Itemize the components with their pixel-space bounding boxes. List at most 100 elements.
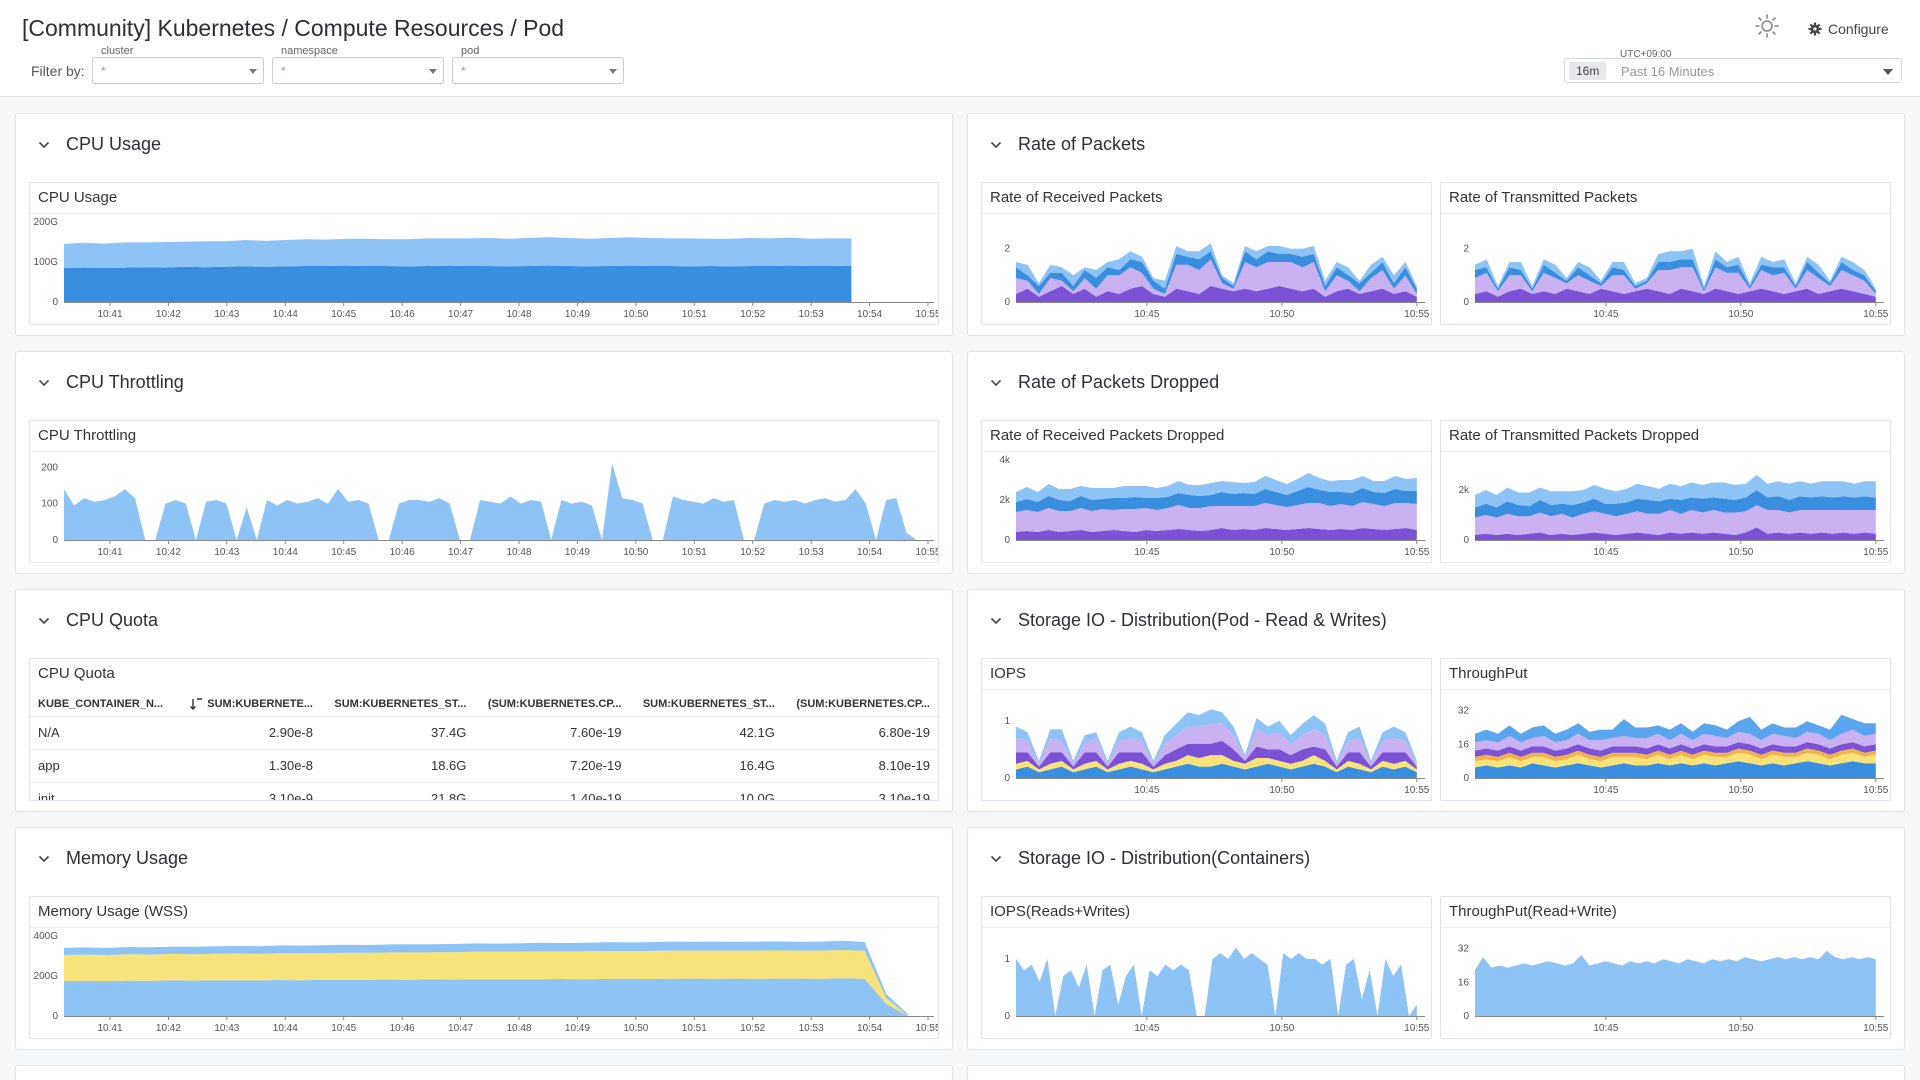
series-area-0	[1016, 286, 1417, 302]
group-cpu-usage: CPU Usage CPU Usage 0 100G 200G 10:41 10:42 1…	[15, 113, 953, 336]
widget-title: ThroughPut	[1449, 665, 1528, 682]
series-area-0	[64, 463, 917, 540]
x-tick-label: 10:48	[506, 309, 531, 320]
column-header[interactable]: (SUM:KUBERNETES.CP...	[782, 692, 938, 717]
column-header-sorted[interactable]: SUM:KUBERNETE...	[176, 692, 321, 717]
table-row[interactable]: N/A 2.90e-8 37.4G 7.60e-19 42.1G 6.80e-1…	[30, 716, 938, 750]
rx-packets-chart[interactable]: 0 2 10:45 10:50 10:55	[982, 214, 1432, 325]
y-tick-label: 0	[1463, 297, 1469, 308]
x-tick-label: 10:48	[506, 547, 531, 558]
chevron-down-icon	[990, 855, 1002, 862]
throughput-chart[interactable]: 0 16 32 10:45 10:50 10:55	[1441, 690, 1891, 801]
series-area-2	[1475, 259, 1876, 294]
dashboard-header: [Community] Kubernetes / Compute Resourc…	[0, 0, 1920, 97]
group-header[interactable]: CPU Quota	[38, 610, 158, 631]
chevron-down-icon	[38, 141, 50, 148]
throughput-rw-chart[interactable]: 0 16 32 10:45 10:50 10:55	[1441, 928, 1891, 1039]
group-title: CPU Quota	[66, 610, 159, 630]
widget-rx-dropped[interactable]: Rate of Received Packets Dropped 0 2k 4k 10…	[981, 420, 1432, 563]
group-header[interactable]: Storage IO - Distribution(Containers)	[990, 848, 1310, 869]
x-tick-label: 10:52	[740, 547, 765, 558]
timezone-label: UTC+09:00	[1620, 49, 1672, 60]
x-tick-label: 10:50	[1728, 1023, 1753, 1034]
pod-filter-value: *	[461, 64, 466, 78]
widget-tx-packets[interactable]: Rate of Transmitted Packets 0 2 10:45 10:50…	[1440, 182, 1891, 325]
series-area-1	[64, 950, 908, 1016]
widget-iops-rw[interactable]: IOPS(Reads+Writes) 0 1 10:45 10:50 10:55	[981, 896, 1432, 1039]
group-header[interactable]: Storage IO - Distribution(Pod - Read & W…	[990, 610, 1387, 631]
cpu-throttling-chart[interactable]: 0 100 200 10:41 10:42 10:43 10:44 10:45 10:46 10:…	[30, 452, 939, 563]
widget-throughput[interactable]: ThroughPut 0 16 32 10:45 10:50 10:55	[1440, 658, 1891, 801]
rx-dropped-chart[interactable]: 0 2k 4k 10:45 10:50 10:55	[982, 452, 1432, 563]
widget-title: Rate of Transmitted Packets	[1449, 189, 1638, 206]
memory-usage-chart[interactable]: 0 200G 400G 10:41 10:42 10:43 10:44 10:45 10:46 1…	[30, 928, 939, 1039]
widget-cpu-quota[interactable]: CPU Quota KUBE_CONTAINER_N... SUM:KUBERN…	[29, 658, 939, 801]
column-header[interactable]: SUM:KUBERNETES_ST...	[629, 692, 783, 717]
table-cell: 8.10e-19	[782, 749, 938, 783]
table-cell: 1.40e-19	[474, 782, 630, 800]
iops-chart[interactable]: 0 1 10:45 10:50 10:55	[982, 690, 1432, 801]
x-tick-label: 10:44	[273, 309, 298, 320]
pod-filter[interactable]: pod *	[452, 45, 624, 84]
x-tick-label: 10:55	[915, 1023, 939, 1034]
x-tick-label: 10:45	[1593, 309, 1618, 320]
group-storage-io-pod: Storage IO - Distribution(Pod - Read & W…	[967, 589, 1905, 812]
group-title: Storage IO - Distribution(Pod - Read & W…	[1018, 610, 1387, 630]
x-tick-label: 10:55	[1863, 785, 1888, 796]
filter-label: Filter by:	[31, 63, 85, 79]
namespace-filter-label: namespace	[279, 45, 340, 57]
column-header[interactable]: (SUM:KUBERNETES.CP...	[474, 692, 630, 717]
widget-title: Rate of Received Packets Dropped	[990, 427, 1225, 444]
cluster-filter[interactable]: cluster *	[92, 45, 264, 84]
x-tick-label: 10:44	[273, 547, 298, 558]
chevron-down-icon	[990, 379, 1002, 386]
group-storage-io-containers: Storage IO - Distribution(Containers) IO…	[967, 827, 1905, 1050]
configure-label: Configure	[1828, 21, 1889, 37]
widget-memory-usage[interactable]: Memory Usage (WSS) 0 200G 400G 10:41 10:42 10…	[29, 896, 939, 1039]
time-range-picker[interactable]: 16m Past 16 Minutes	[1564, 58, 1902, 83]
tx-packets-chart[interactable]: 0 2 10:45 10:50 10:55	[1441, 214, 1891, 325]
table-cell: 1.30e-8	[176, 749, 321, 783]
widget-tx-dropped[interactable]: Rate of Transmitted Packets Dropped 0 2k 1…	[1440, 420, 1891, 563]
x-tick-label: 10:50	[623, 1023, 648, 1034]
cpu-usage-chart[interactable]: 0 100G 200G 10:41 10:42 10:43 10:44 10:45 10:46 1…	[30, 214, 939, 325]
sun-icon[interactable]	[1754, 13, 1780, 39]
widget-throughput-rw[interactable]: ThroughPut(Read+Write) 0 16 32 10:45 10:50 10…	[1440, 896, 1891, 1039]
series-area-1	[1475, 752, 1876, 768]
x-tick-label: 10:48	[506, 1023, 531, 1034]
table-row[interactable]: init 3.10e-9 21.8G 1.40e-19 10.0G 3.10e-…	[30, 782, 938, 800]
column-header-label: SUM:KUBERNETE...	[207, 697, 313, 710]
x-tick-label: 10:49	[565, 547, 590, 558]
y-tick-label: 16	[1458, 739, 1470, 750]
column-header[interactable]: SUM:KUBERNETES_ST...	[321, 692, 475, 717]
group-header[interactable]: Rate of Packets Dropped	[990, 372, 1219, 393]
widget-iops[interactable]: IOPS 0 1 10:45 10:50 10:55	[981, 658, 1432, 801]
chevron-down-icon	[429, 69, 437, 74]
tx-dropped-chart[interactable]: 0 2k 10:45 10:50 10:55	[1441, 452, 1891, 563]
table-cell: N/A	[30, 716, 177, 750]
page-title: [Community] Kubernetes / Compute Resourc…	[22, 15, 565, 41]
x-tick-label: 10:43	[214, 1023, 239, 1034]
series-area-4	[1016, 709, 1417, 764]
x-tick-label: 10:51	[682, 547, 707, 558]
group-title: Rate of Packets Dropped	[1018, 372, 1220, 392]
group-header[interactable]: Rate of Packets	[990, 134, 1145, 155]
configure-button[interactable]: Configure	[1808, 18, 1889, 40]
iops-rw-chart[interactable]: 0 1 10:45 10:50 10:55	[982, 928, 1432, 1039]
group-header[interactable]: Memory Usage	[38, 848, 188, 869]
table-cell: 42.1G	[629, 716, 783, 750]
namespace-filter[interactable]: namespace *	[272, 45, 444, 84]
group-header[interactable]: CPU Throttling	[38, 372, 184, 393]
group-title: Rate of Packets	[1018, 134, 1146, 154]
y-tick-label: 32	[1458, 944, 1470, 955]
widget-rx-packets[interactable]: Rate of Received Packets 0 2 10:45 10:50 10:…	[981, 182, 1432, 325]
cpu-quota-table: KUBE_CONTAINER_N... SUM:KUBERNETE... SUM…	[30, 692, 938, 800]
chevron-down-icon	[38, 379, 50, 386]
cluster-filter-value: *	[101, 64, 106, 78]
column-header[interactable]: KUBE_CONTAINER_N...	[30, 692, 177, 717]
table-row[interactable]: app 1.30e-8 18.6G 7.20e-19 16.4G 8.10e-1…	[30, 749, 938, 783]
group-header[interactable]: CPU Usage	[38, 134, 161, 155]
widget-cpu-throttling[interactable]: CPU Throttling 0 100 200 10:41 10:42 10:43 10:…	[29, 420, 939, 563]
series-area-0	[1016, 528, 1417, 540]
widget-cpu-usage[interactable]: CPU Usage 0 100G 200G 10:41 10:42 10:43 10:44 1…	[29, 182, 939, 325]
